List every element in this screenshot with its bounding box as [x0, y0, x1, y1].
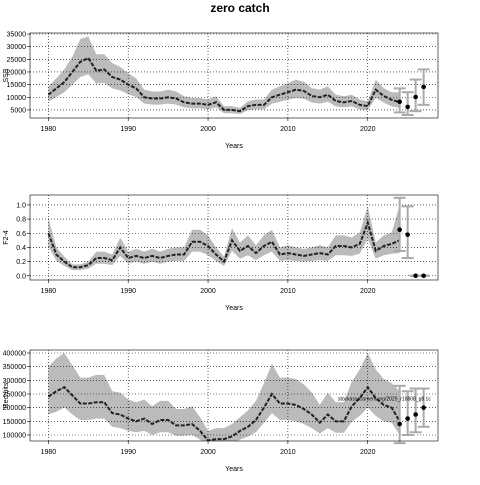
x-tick-label: 2010: [280, 288, 296, 295]
projection-point: [405, 104, 410, 110]
projection-point: [405, 232, 410, 237]
x-tick-label: 1980: [41, 449, 57, 456]
plot-area: [30, 33, 438, 118]
y-tick-label: 5000: [10, 107, 26, 114]
plot-frame: [29, 349, 439, 442]
projection-point: [421, 273, 426, 279]
x-tick-label: 2010: [280, 449, 296, 456]
y-tick-label: 0.8: [16, 217, 26, 224]
y-tick-label: 15000: [7, 82, 27, 89]
y-tick-label: 150000: [3, 419, 26, 426]
y-tick-label: 0.0: [16, 273, 26, 280]
projection-point: [413, 273, 418, 279]
projection-point: [405, 416, 410, 421]
y-tick-label: 300000: [3, 378, 26, 385]
y-axis-label: F2-4: [3, 230, 10, 245]
projection-point: [421, 84, 426, 90]
estimate-line: [47, 219, 401, 269]
x-axis-label: Years: [225, 466, 243, 473]
y-tick-label: 1.0: [16, 202, 26, 209]
x-tick-label: 2020: [360, 288, 376, 295]
x-axis-label: Years: [225, 143, 243, 150]
x-tick-label: 1990: [120, 288, 136, 295]
x-tick-label: 1990: [120, 126, 136, 133]
plot-area: [30, 195, 438, 280]
y-tick-label: 200000: [3, 405, 26, 412]
plot-frame: [29, 194, 439, 281]
panel: 5000 10000 15000 20000 25000 30000 35000 1980 19…: [3, 32, 439, 150]
plot-frame: [29, 32, 439, 119]
x-axis-label: Years: [225, 305, 243, 312]
x-tick-label: 2000: [200, 126, 216, 133]
y-tick-label: 100000: [3, 432, 26, 439]
annotation: stockassessment.org/2025_r18808_g8 1c: [338, 397, 431, 403]
y-tick-label: 30000: [7, 44, 27, 51]
panel: 100000 150000 200000 250000 300000 350000 4000…: [3, 349, 439, 473]
projection-point: [397, 99, 402, 105]
y-tick-label: 20000: [7, 69, 27, 76]
projection-point: [421, 405, 426, 410]
x-tick-label: 2010: [280, 126, 296, 133]
y-tick-label: 250000: [3, 391, 26, 398]
plot-area: [30, 350, 438, 441]
y-tick-label: 0.6: [16, 231, 26, 238]
x-tick-label: 2020: [360, 449, 376, 456]
y-tick-label: 25000: [7, 57, 27, 64]
x-tick-label: 2020: [360, 126, 376, 133]
confidence-band: [48, 353, 400, 441]
x-tick-label: 1980: [41, 288, 57, 295]
estimate-line: [47, 385, 401, 441]
projection-point: [397, 421, 402, 427]
x-tick-label: 1980: [41, 126, 57, 133]
x-tick-label: 2000: [200, 288, 216, 295]
y-axis-label: Recruits: [3, 382, 10, 408]
y-tick-label: 350000: [3, 364, 26, 371]
panel: 0.0 0.2 0.4 0.6 0.8 1.0 1980 1990 2000 2010 2020 Ye…: [3, 194, 439, 312]
confidence-band: [48, 36, 400, 114]
y-tick-label: 0.2: [16, 259, 26, 266]
x-tick-label: 1990: [120, 449, 136, 456]
y-tick-label: 10000: [7, 95, 27, 102]
projection-point: [413, 412, 418, 417]
chart-title: zero catch: [210, 1, 269, 15]
y-tick-label: 0.4: [16, 245, 26, 252]
y-tick-label: 35000: [7, 32, 27, 39]
x-tick-label: 2000: [200, 449, 216, 456]
projection-point: [397, 227, 402, 233]
y-axis-label: SSB: [3, 68, 10, 82]
y-tick-label: 400000: [3, 351, 26, 358]
projection-point: [413, 94, 418, 100]
estimate-line: [47, 56, 400, 113]
